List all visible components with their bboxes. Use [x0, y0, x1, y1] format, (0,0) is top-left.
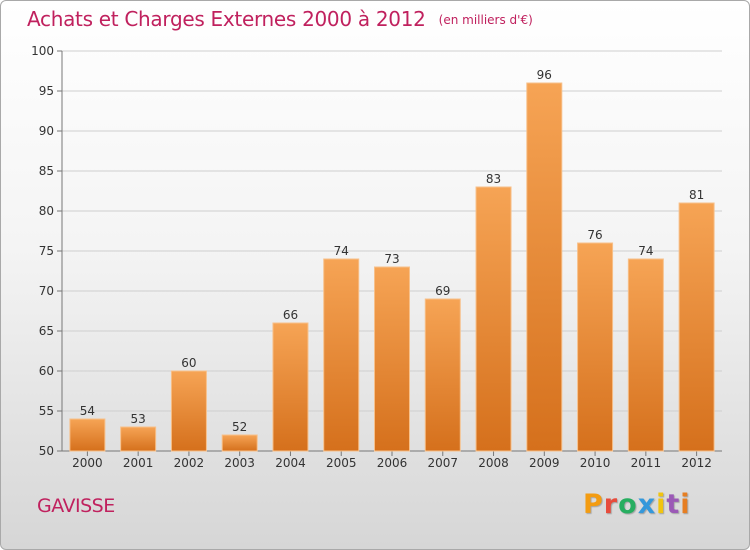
y-tick-label: 90 — [39, 124, 54, 138]
x-tick-label: 2002 — [174, 456, 205, 470]
bar — [120, 426, 157, 452]
x-tick-label: 2000 — [72, 456, 103, 470]
bar — [577, 242, 614, 452]
data-label: 74 — [334, 244, 349, 258]
logo-letter: x — [637, 489, 657, 520]
x-tick-label: 2005 — [326, 456, 357, 470]
bars — [69, 82, 715, 452]
y-tick-label: 65 — [39, 324, 54, 338]
y-tick-label: 80 — [39, 204, 54, 218]
x-tick-label: 2003 — [224, 456, 255, 470]
data-label: 74 — [638, 244, 653, 258]
logo-letter: t — [666, 489, 681, 520]
data-label: 69 — [435, 284, 450, 298]
y-tick-label: 60 — [39, 364, 54, 378]
commune-name: GAVISSE — [37, 495, 115, 517]
data-label: 66 — [283, 308, 298, 322]
bar — [475, 186, 512, 452]
x-tick-label: 2007 — [427, 456, 458, 470]
logo-letter: r — [603, 489, 619, 520]
x-tick-label: 2001 — [123, 456, 154, 470]
y-tick-label: 85 — [39, 164, 54, 178]
bar — [374, 266, 410, 452]
x-tick-label: 2009 — [529, 456, 560, 470]
data-labels: 54 53 60 52 66 74 73 69 83 96 76 74 81 — [80, 68, 705, 434]
logo-letter: o — [618, 489, 638, 520]
data-label: 52 — [232, 420, 247, 434]
x-tick-label: 2011 — [631, 456, 662, 470]
bar — [526, 82, 563, 452]
data-label: 81 — [689, 188, 704, 202]
data-label: 53 — [131, 412, 146, 426]
data-label: 73 — [384, 252, 399, 266]
bar — [170, 370, 207, 452]
y-tick-label: 95 — [39, 84, 54, 98]
logo-letter: i — [680, 489, 691, 520]
data-label: 54 — [80, 404, 95, 418]
x-tick-label: 2004 — [275, 456, 306, 470]
bar — [69, 418, 106, 452]
bar — [221, 434, 258, 452]
data-label: 96 — [537, 68, 552, 82]
y-tick-label: 75 — [39, 244, 54, 258]
y-tick-label: 55 — [39, 404, 54, 418]
chart-title-text: Achats et Charges Externes 2000 à 2012 — [27, 7, 426, 31]
x-tick-label: 2010 — [580, 456, 611, 470]
y-tick-label: 70 — [39, 284, 54, 298]
data-label: 60 — [181, 356, 196, 370]
bar — [678, 202, 715, 452]
y-tick-label: 100 — [31, 44, 54, 58]
logo-letter: i — [656, 489, 667, 520]
bar — [272, 322, 309, 452]
logo-letter: P — [583, 489, 604, 520]
chart-title: Achats et Charges Externes 2000 à 2012 (… — [27, 7, 533, 31]
bar — [627, 258, 664, 452]
data-label: 76 — [587, 228, 602, 242]
x-tick-label: 2008 — [478, 456, 509, 470]
x-tick-label: 2012 — [681, 456, 712, 470]
bar — [323, 258, 360, 452]
proxiti-logo[interactable]: Proxiti — [583, 489, 691, 520]
y-tick-label: 50 — [39, 444, 54, 458]
x-tick-label: 2006 — [377, 456, 408, 470]
data-label: 83 — [486, 172, 501, 186]
bar — [424, 298, 461, 452]
chart-unit-label: (en milliers d'€) — [438, 13, 533, 27]
